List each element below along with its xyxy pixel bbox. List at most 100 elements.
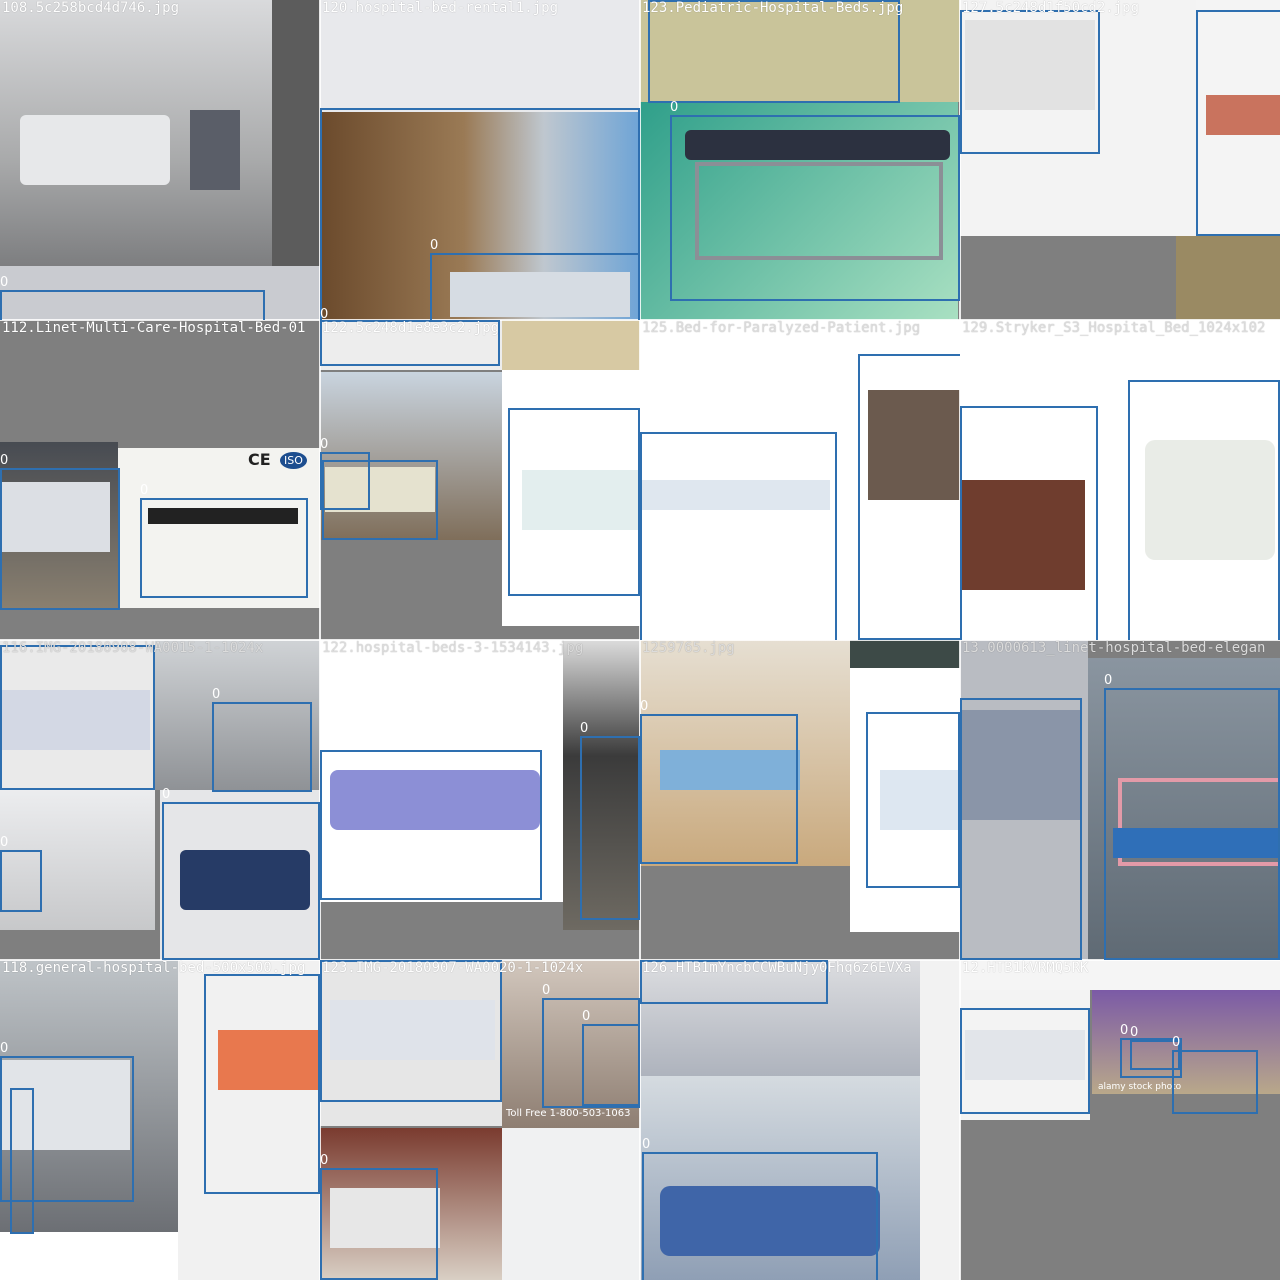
tile-image [960,960,1280,990]
tile-filename: 123.Pediatric-Hospital-Beds.jpg [642,0,904,16]
detection-box: 0 [582,1010,640,1106]
detection-box: 0 [430,239,640,320]
bed-shape [330,770,540,830]
detection-box [960,698,1082,960]
detection-box [960,1008,1090,1114]
detection-box: 0 [162,788,320,960]
detection-box: 0 [1130,1026,1180,1070]
bed-shape [640,480,830,510]
detection-box [320,320,500,366]
tile-6: 0 0 122.5c248d1e8e3c2.jpg [320,320,640,640]
class-label: 0 [670,100,679,115]
tile-image [502,370,640,626]
tile-image [155,640,320,790]
tile-image [563,640,640,930]
detection-box: 0 [580,722,640,920]
class-label: 0 [580,721,589,736]
detection-box: 0 [508,394,640,596]
detection-box: 0 [858,340,960,640]
tile-image [850,640,960,668]
tile-filename: 129.Stryker_S3_Hospital_Bed_1024x102 [962,320,1266,336]
bed-shape [960,710,1080,820]
tile-image [858,320,960,640]
tile-image [320,372,502,540]
cabinet-shape [190,110,240,190]
bed-shape [1113,828,1280,858]
tile-7: 0 0 125.Bed-for-Paralyzed-Patient.jpg [640,320,960,640]
bed-shape [330,1188,440,1248]
detection-box: 0 [960,392,1098,640]
tile-image [160,790,320,960]
stock-watermark: alamy stock photo [1098,1082,1182,1092]
tile-image [640,102,958,320]
tile-image [320,960,502,1126]
bed-shape [868,390,960,500]
tile-filename: 13.0000613_linet-hospital-bed-elegan [962,640,1266,656]
detection-box: 0 [320,1154,438,1280]
class-label: 0 [1128,365,1137,380]
tile-filename: 126.HTB1mYncbCCWBuNjy0Fhq6z6EVXa [642,960,912,976]
tile-image [320,0,640,112]
tile-separator [0,639,1280,641]
tile-image [640,640,850,866]
tile-image [320,1128,502,1280]
tile-3: 0 123.Pediatric-Hospital-Beds.jpg [640,0,960,320]
tile-image [640,960,920,1076]
tile-image [640,0,960,102]
tile-10: 0 0 122.hospital-beds-3-1534143.jpg [320,640,640,960]
class-label: 0 [320,307,329,321]
class-label: 0 [320,437,329,452]
detection-box [0,645,155,790]
class-label: 0 [320,1153,329,1168]
padding [960,236,1176,320]
class-label: 0 [508,393,517,408]
detection-box: 0 [0,276,265,320]
tile-image [178,960,320,1280]
blanket-shape [660,1186,880,1256]
detection-box [322,460,438,540]
detection-box: 0 [320,108,640,320]
tile-image [320,640,565,902]
tile-1: 0 108.5c258bcd4d746.jpg [0,0,320,320]
class-label: 0 [640,699,649,714]
detection-box: 0 [1172,1036,1258,1114]
bed-shape [20,115,170,185]
bed-frame-shape [695,162,943,260]
tile-11: 0 0 1259765.jpg [640,640,960,960]
class-label: 0 [858,339,867,354]
tile-filename: 122.hospital-beds-3-1534143.jpg [322,640,584,656]
detection-box: 0 [0,454,120,610]
bed-shape [218,1030,318,1090]
class-label: 0 [960,391,969,406]
detection-box: 0 [640,700,798,864]
detection-box: 0 [640,418,837,640]
tile-image [960,640,1088,960]
tile-image-strip [0,266,320,320]
padding [960,1120,1280,1280]
detection-box: 0 [0,836,42,912]
tile-image: Toll Free 1-800-503-1063 [502,960,640,1128]
detection-box: 0 [320,960,502,1102]
tile-filename: 123.IMG-20180907-WA0020-1-1024x [322,960,584,976]
bed-shape [880,770,960,830]
tile-5: CE ISO 0 0 112.Linet-Multi-Care-Hospital… [0,320,320,640]
tile-image [640,320,858,640]
detection-box: 0 [0,1042,134,1202]
tile-image [1196,0,1280,236]
tile-image [0,790,155,930]
tile-image [502,320,640,370]
detection-box [640,960,828,1004]
class-label: 0 [1120,1023,1129,1038]
tile-image [960,990,1090,1120]
padding [0,320,320,442]
tile-14: Toll Free 1-800-503-1063 0 0 0 0 123.IMG… [320,960,640,1280]
tile-image [0,0,272,266]
bed-shape [0,1060,130,1150]
class-label: 0 [162,787,171,802]
tile-separator [0,319,1280,321]
class-label: 0 [0,453,9,468]
bed-shape [1145,440,1275,560]
bed-shape [325,467,435,512]
tile-filename: 118.general-hospital-bed-500x500.jpg [2,960,306,976]
